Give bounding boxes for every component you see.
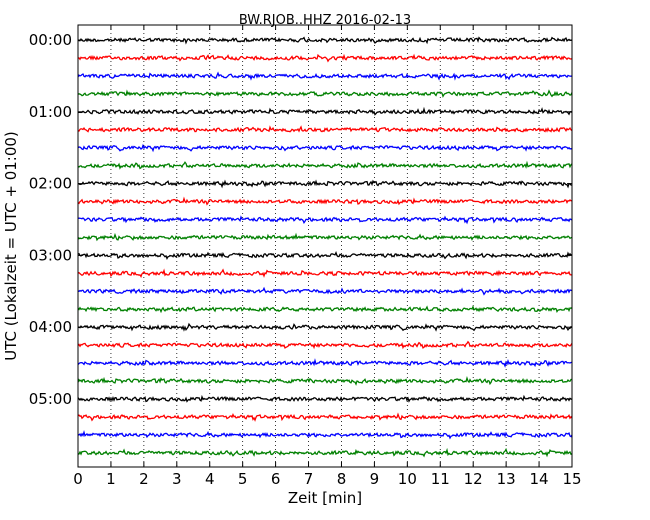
x-tick-label: 5: [238, 470, 248, 488]
x-tick-label: 13: [497, 470, 516, 488]
y-tick-label: 00:00: [29, 31, 72, 49]
x-tick-label: 4: [205, 470, 215, 488]
x-tick-label: 10: [398, 470, 417, 488]
trace-line: [77, 286, 573, 296]
x-tick-label: 15: [562, 470, 581, 488]
trace-line: [77, 430, 573, 440]
trace-line: [77, 305, 573, 314]
x-tick-label: 9: [370, 470, 380, 488]
trace-line: [77, 36, 573, 45]
x-tick-label: 11: [431, 470, 450, 488]
trace-line: [77, 268, 573, 279]
x-axis-ticks: 0 1 2 3 4 5 6 7 8 9 10 11 12 13 14 15: [73, 25, 582, 488]
trace-line: [77, 232, 573, 242]
grid-lines: [110, 25, 540, 467]
trace-line: [77, 106, 573, 116]
trace-line: [77, 89, 573, 98]
seismic-traces: [77, 36, 573, 458]
y-tick-label: 02:00: [29, 175, 72, 193]
x-tick-label: 14: [530, 470, 549, 488]
trace-line: [77, 196, 573, 206]
trace-line: [77, 160, 573, 170]
y-tick-label: 05:00: [29, 390, 72, 408]
trace-line: [77, 250, 573, 261]
trace-line: [77, 179, 573, 189]
trace-line: [77, 71, 573, 81]
x-tick-label: 6: [271, 470, 281, 488]
trace-line: [77, 340, 573, 350]
y-tick-label: 03:00: [29, 246, 72, 264]
trace-line: [77, 412, 573, 422]
trace-line: [77, 215, 573, 225]
y-tick-label: 01:00: [29, 103, 72, 121]
y-tick-label: 04:00: [29, 318, 72, 336]
x-tick-label: 2: [139, 470, 149, 488]
x-tick-label: 8: [337, 470, 347, 488]
x-axis-label: Zeit [min]: [288, 489, 362, 507]
x-tick-label: 7: [304, 470, 314, 488]
trace-line: [77, 394, 573, 403]
x-tick-label: 0: [73, 470, 83, 488]
trace-line: [77, 447, 573, 458]
trace-line: [77, 322, 573, 332]
y-axis-label: UTC (Lokalzeit = UTC + 01:00): [2, 131, 20, 361]
chart-title: BW.RJOB..HHZ 2016-02-13: [239, 13, 411, 28]
trace-line: [77, 376, 573, 386]
x-tick-label: 1: [106, 470, 116, 488]
plot-frame: [77, 24, 573, 468]
x-tick-label: 12: [464, 470, 483, 488]
y-axis-ticks: 00:00 01:00 02:00 03:00 04:00 05:00: [29, 31, 572, 408]
trace-line: [77, 143, 573, 153]
trace-line: [77, 358, 573, 368]
trace-line: [77, 53, 573, 63]
x-tick-label: 3: [172, 470, 182, 488]
trace-line: [77, 125, 573, 133]
